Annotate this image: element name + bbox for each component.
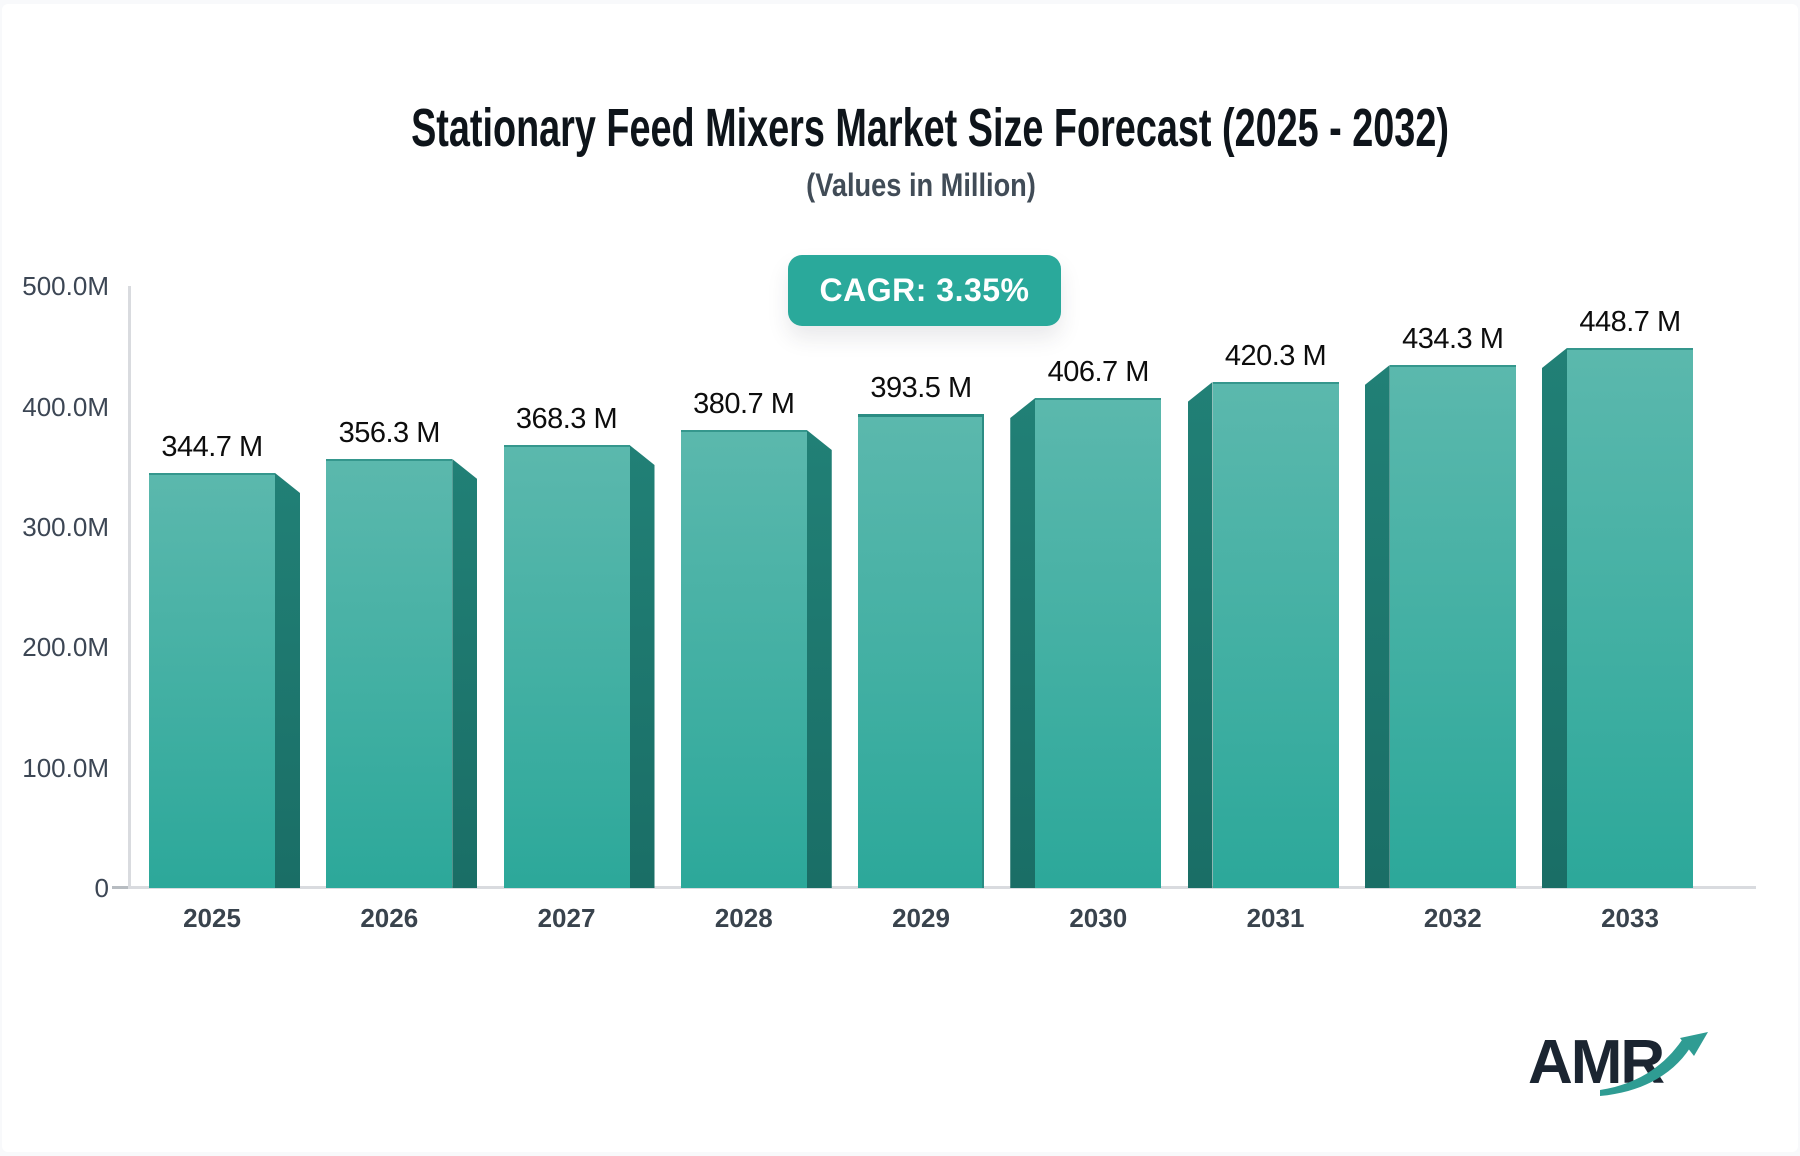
y-tick-label: 200.0M — [22, 632, 109, 663]
bar-face-2029[interactable] — [858, 414, 984, 888]
x-tick-label: 2029 — [892, 903, 950, 933]
y-tick-label: 100.0M — [22, 752, 109, 783]
y-tick-label: 500.0M — [22, 271, 109, 302]
bar-side-3d-2030 — [1010, 398, 1036, 888]
x-tick-label: 2026 — [360, 903, 419, 933]
bar-value-label: 356.3 M — [338, 417, 441, 449]
bar-side-3d-2032 — [1364, 365, 1390, 888]
x-tick-label: 2032 — [1423, 903, 1482, 933]
cagr-badge: CAGR: 3.35% — [788, 255, 1061, 326]
bar-value-label: 368.3 M — [515, 403, 618, 435]
bar-side-3d-2027 — [629, 445, 655, 888]
x-tick-label: 2027 — [537, 903, 596, 933]
y-tick-label: 400.0M — [22, 391, 109, 422]
y-tick-label: 300.0M — [22, 511, 109, 542]
bar-value-label: 406.7 M — [1047, 356, 1150, 388]
x-tick-label: 2031 — [1246, 903, 1305, 933]
bar-value-label: 393.5 M — [870, 372, 972, 404]
bar-side-3d-2028 — [806, 430, 832, 888]
bar-face-2025[interactable] — [149, 473, 275, 888]
bar-side-3d-2026 — [452, 459, 478, 888]
bar-face-2030[interactable] — [1035, 398, 1162, 888]
bar-value-label: 434.3 M — [1402, 323, 1504, 355]
y-tick-label: 0 — [94, 873, 109, 903]
bar-face-2031[interactable] — [1212, 382, 1339, 888]
bar-face-2033[interactable] — [1567, 348, 1693, 888]
chart-title: Stationary Feed Mixers Market Size Forec… — [411, 98, 1449, 158]
bar-side-3d-2033 — [1542, 348, 1567, 888]
chart-subtitle: (Values in Million) — [806, 167, 1036, 203]
y-axis-line — [128, 286, 131, 888]
bar-value-label: 380.7 M — [693, 388, 795, 420]
x-tick-label: 2028 — [714, 903, 773, 933]
x-tick-label: 2025 — [183, 903, 241, 933]
bar-face-2026[interactable] — [326, 459, 453, 888]
bar-face-2032[interactable] — [1389, 365, 1516, 888]
bar-value-label: 448.7 M — [1579, 306, 1681, 338]
bar-value-label: 344.7 M — [161, 431, 263, 463]
bar-side-3d-2031 — [1187, 382, 1213, 888]
cagr-badge-label: CAGR: 3.35% — [819, 272, 1030, 308]
zero-tick-mark — [112, 886, 128, 889]
bar-face-2028[interactable] — [680, 430, 807, 888]
bar-side-3d-2025 — [275, 473, 300, 888]
logo-growth-arrow-icon — [1600, 1032, 1708, 1096]
x-tick-label: 2033 — [1601, 903, 1659, 933]
x-tick-label: 2030 — [1069, 903, 1128, 933]
bar-value-label: 420.3 M — [1224, 340, 1327, 372]
bar-face-2027[interactable] — [503, 445, 630, 888]
